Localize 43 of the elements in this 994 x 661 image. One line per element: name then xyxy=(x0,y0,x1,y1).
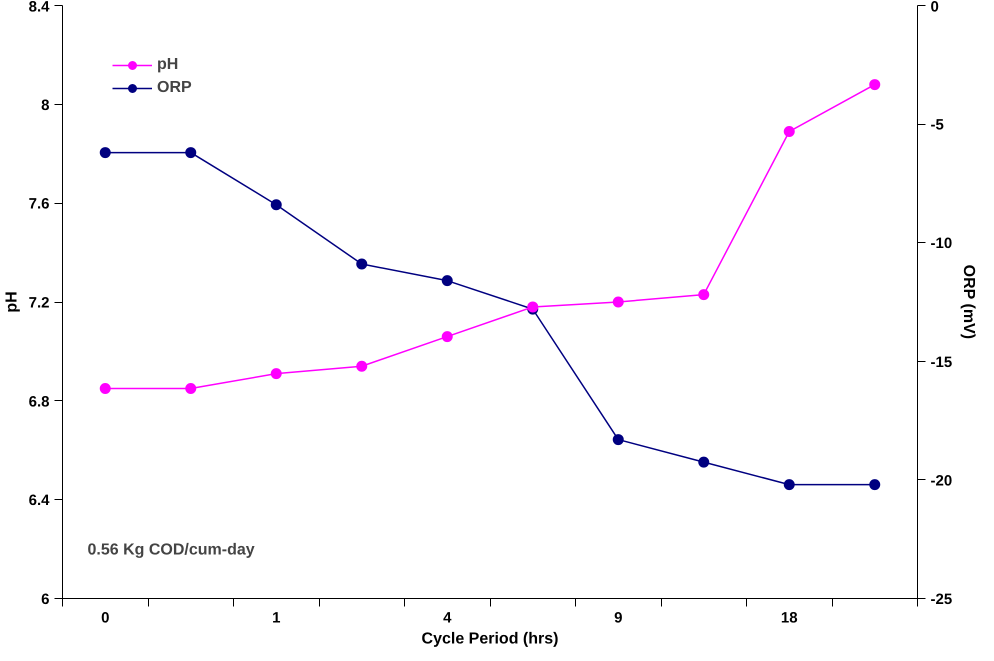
x-axis-title: Cycle Period (hrs) xyxy=(422,630,558,648)
y-tick-label: 7.2 xyxy=(28,294,50,312)
x-tick-label: 4 xyxy=(443,610,452,626)
annotation: 0.56 Kg COD/cum-day xyxy=(88,542,255,558)
point xyxy=(442,275,453,286)
y-tick-label: 6.8 xyxy=(28,393,50,410)
x-tick-label: 0 xyxy=(101,610,110,626)
x-tick-label: 9 xyxy=(614,610,622,626)
y2-tick-label: -20 xyxy=(930,472,952,490)
y2-tick-label: -10 xyxy=(930,235,952,252)
point xyxy=(869,479,880,490)
y-tick-label: 8.4 xyxy=(28,0,50,16)
point xyxy=(270,368,282,380)
point xyxy=(698,289,710,300)
point xyxy=(442,331,453,342)
point xyxy=(527,301,538,312)
y-tick-label: 8 xyxy=(41,96,50,114)
point xyxy=(100,382,111,394)
y2-tick-label: -15 xyxy=(930,354,952,371)
legend-label: ORP xyxy=(157,79,192,97)
point xyxy=(185,382,196,394)
point xyxy=(185,147,196,158)
point xyxy=(100,147,111,158)
point xyxy=(612,296,624,308)
point xyxy=(698,456,710,468)
point xyxy=(612,434,624,446)
y2-axis-title: ORP (mV) xyxy=(960,264,978,340)
point xyxy=(784,479,795,490)
x-tick-label: 1 xyxy=(272,610,280,626)
y2-tick-label: -25 xyxy=(930,591,952,608)
point xyxy=(356,360,368,372)
y-tick-label: 7.6 xyxy=(28,196,50,213)
legend-label: pH xyxy=(157,56,178,74)
point xyxy=(270,199,282,210)
point xyxy=(356,258,368,270)
y2-tick-label: -5 xyxy=(930,116,944,134)
y-tick-label: 6.4 xyxy=(28,492,50,510)
point xyxy=(869,79,880,90)
point xyxy=(784,126,795,138)
y-axis-title: pH xyxy=(4,291,21,313)
y-tick-label: 6 xyxy=(41,591,50,608)
x-tick-label: 18 xyxy=(780,610,798,626)
y2-tick-label: 0 xyxy=(930,0,939,16)
